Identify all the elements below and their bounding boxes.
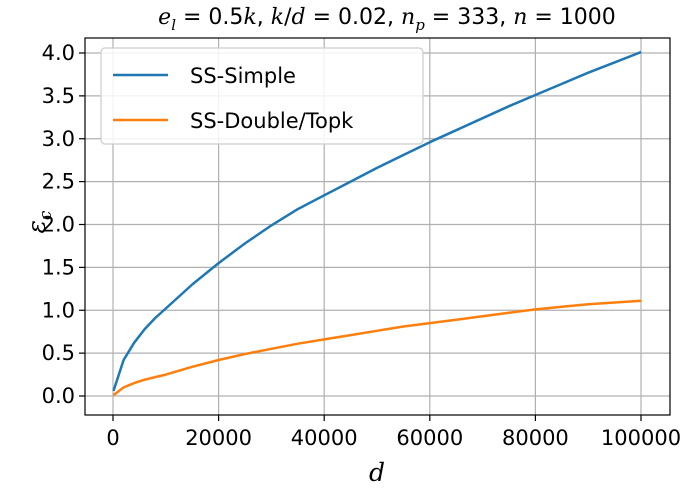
x-tick-label: 60000 [396, 426, 463, 450]
legend: SS-Simple SS-Double/Topk [100, 47, 424, 145]
x-tick-label: 40000 [291, 426, 358, 450]
y-tick-label: 2.0 [42, 213, 75, 237]
y-axis-ticks: 0.0 0.5 1.0 1.5 2.0 2.5 3.0 3.5 4.0 [42, 41, 85, 408]
legend-box [100, 47, 424, 145]
chart-title: el = 0.5k, k/d = 0.02, np = 333, n = 100… [158, 5, 616, 34]
x-axis-ticks: 0 20000 40000 60000 80000 100000 [106, 415, 681, 450]
x-tick-label: 0 [106, 426, 119, 450]
y-tick-label: 3.5 [42, 84, 75, 108]
y-tick-label: 4.0 [42, 41, 75, 65]
x-tick-label: 80000 [502, 426, 569, 450]
x-axis-label: d [369, 458, 385, 487]
x-tick-label: 100000 [601, 426, 681, 450]
y-tick-label: 1.5 [42, 255, 75, 279]
x-tick-label: 20000 [185, 426, 252, 450]
y-tick-label: 3.0 [42, 127, 75, 151]
y-axis-label: εc [22, 210, 56, 233]
legend-label: SS-Simple [190, 64, 296, 88]
y-tick-label: 0.5 [42, 341, 75, 365]
series-line-ss-double-topk [112, 299, 642, 397]
series-line-ss-simple [112, 50, 642, 392]
y-tick-label: 2.5 [42, 170, 75, 194]
legend-label: SS-Double/Topk [190, 109, 354, 133]
plot-frame [84, 37, 671, 416]
y-tick-label: 0.0 [42, 384, 75, 408]
y-tick-label: 1.0 [42, 298, 75, 322]
